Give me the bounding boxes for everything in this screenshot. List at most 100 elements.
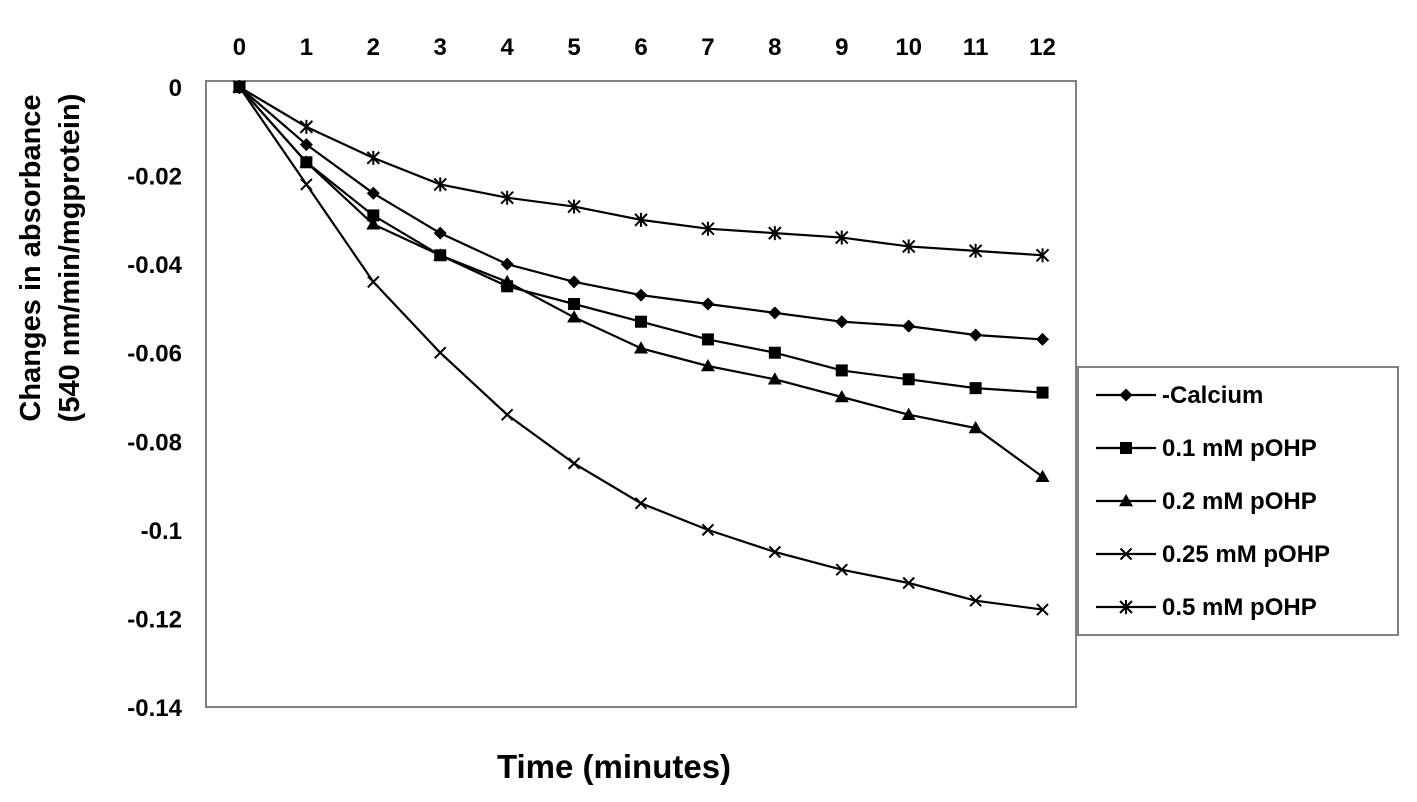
x-marker bbox=[634, 497, 648, 510]
data-point bbox=[366, 217, 381, 230]
x-tick-label: 6 bbox=[634, 34, 647, 61]
y-tick-label: -0.1 bbox=[141, 518, 182, 545]
data-point bbox=[434, 346, 447, 359]
data-point bbox=[634, 497, 648, 510]
triangle-marker bbox=[299, 155, 314, 168]
triangle-marker bbox=[634, 341, 648, 354]
series-3 bbox=[232, 80, 1050, 482]
diamond-marker bbox=[902, 319, 916, 333]
diamond-marker bbox=[1036, 332, 1050, 346]
star-marker bbox=[901, 239, 916, 254]
square-marker bbox=[1036, 386, 1049, 399]
data-point bbox=[635, 315, 647, 328]
data-point bbox=[1035, 469, 1050, 482]
data-point bbox=[1036, 332, 1050, 346]
square-marker bbox=[367, 209, 380, 222]
data-point bbox=[1036, 603, 1049, 616]
square-marker bbox=[635, 315, 647, 328]
x-marker bbox=[1036, 603, 1049, 616]
x-tick-label: 0 bbox=[233, 34, 246, 61]
y-tick-label: -0.08 bbox=[127, 429, 182, 456]
legend-item: 0.2 mM pOHP bbox=[1096, 488, 1317, 515]
star-marker bbox=[299, 119, 314, 134]
y-axis-label-line-2: (540 nm/min/mgprotein) bbox=[54, 94, 86, 423]
data-point bbox=[768, 226, 782, 241]
diamond-marker bbox=[500, 257, 514, 271]
triangle-marker bbox=[700, 359, 715, 372]
star-marker bbox=[1035, 248, 1050, 263]
y-tick-label: 0 bbox=[169, 75, 182, 102]
star-marker bbox=[500, 190, 514, 205]
data-point bbox=[567, 275, 581, 289]
triangle-marker bbox=[500, 274, 515, 288]
data-point bbox=[768, 545, 782, 559]
data-point bbox=[701, 297, 715, 311]
x-marker bbox=[969, 594, 982, 607]
data-point bbox=[1036, 386, 1049, 399]
y-axis-label-line-1: Changes in absorbance bbox=[15, 94, 47, 421]
diamond-marker bbox=[634, 288, 648, 302]
legend-label: 0.1 mM pOHP bbox=[1162, 435, 1317, 462]
x-tick-label: 5 bbox=[567, 34, 580, 61]
x-marker bbox=[1119, 547, 1133, 561]
x-marker-stroke bbox=[768, 545, 782, 559]
star-marker bbox=[366, 150, 381, 165]
data-point bbox=[366, 150, 381, 165]
legend-item: 0.25 mM pOHP bbox=[1096, 541, 1330, 568]
star-marker bbox=[701, 221, 715, 236]
star-marker bbox=[232, 80, 247, 94]
data-point bbox=[433, 248, 448, 261]
x-marker bbox=[567, 457, 581, 470]
legend-label: 0.25 mM pOHP bbox=[1162, 541, 1330, 568]
triangle-marker bbox=[567, 310, 582, 323]
x-marker-stroke bbox=[902, 576, 915, 590]
data-point bbox=[768, 306, 782, 320]
triangle-marker bbox=[767, 372, 782, 385]
data-point bbox=[902, 576, 915, 590]
x-tick-label: 11 bbox=[963, 34, 988, 61]
data-point bbox=[901, 407, 916, 420]
plot-area bbox=[205, 80, 1077, 708]
data-point bbox=[500, 408, 514, 421]
star-marker bbox=[768, 226, 782, 241]
data-point bbox=[500, 274, 515, 288]
square-marker bbox=[969, 382, 982, 395]
data-point bbox=[835, 364, 848, 377]
x-tick-label: 7 bbox=[701, 34, 714, 61]
diamond-marker bbox=[969, 328, 983, 342]
data-point bbox=[634, 212, 648, 227]
legend: -Calcium 0.1 mM pOHP 0.2 mM pOHP 0.25 mM pO… bbox=[1077, 366, 1399, 636]
x-tick-label: 3 bbox=[434, 34, 447, 61]
data-point bbox=[567, 199, 581, 214]
x-marker-stroke bbox=[969, 594, 982, 607]
diamond-marker bbox=[299, 138, 313, 152]
data-point bbox=[367, 209, 380, 222]
series-1 bbox=[232, 80, 1050, 346]
star-marker bbox=[968, 243, 983, 258]
x-marker-stroke bbox=[634, 497, 648, 510]
x-marker bbox=[902, 576, 915, 590]
diamond-marker bbox=[366, 186, 380, 200]
square-marker bbox=[902, 373, 915, 386]
x-marker bbox=[367, 275, 380, 289]
diamond-marker bbox=[433, 226, 447, 240]
data-point bbox=[568, 298, 581, 310]
diamond-marker bbox=[567, 275, 581, 289]
data-point bbox=[835, 315, 849, 329]
x-marker bbox=[768, 545, 782, 559]
y-tick-label: -0.06 bbox=[127, 341, 182, 368]
triangle-marker bbox=[901, 407, 916, 420]
data-point bbox=[1035, 248, 1050, 263]
data-point bbox=[634, 288, 648, 302]
legend-item: 0.1 mM pOHP bbox=[1096, 435, 1317, 462]
data-point bbox=[835, 563, 848, 576]
x-marker-stroke bbox=[1036, 603, 1049, 616]
x-tick-label: 2 bbox=[367, 34, 380, 61]
square-marker bbox=[768, 346, 781, 359]
data-point bbox=[433, 226, 447, 240]
legend-item: -Calcium bbox=[1096, 382, 1263, 409]
legend-label: 0.5 mM pOHP bbox=[1162, 594, 1317, 621]
data-point bbox=[767, 372, 782, 385]
x-marker bbox=[835, 563, 848, 576]
